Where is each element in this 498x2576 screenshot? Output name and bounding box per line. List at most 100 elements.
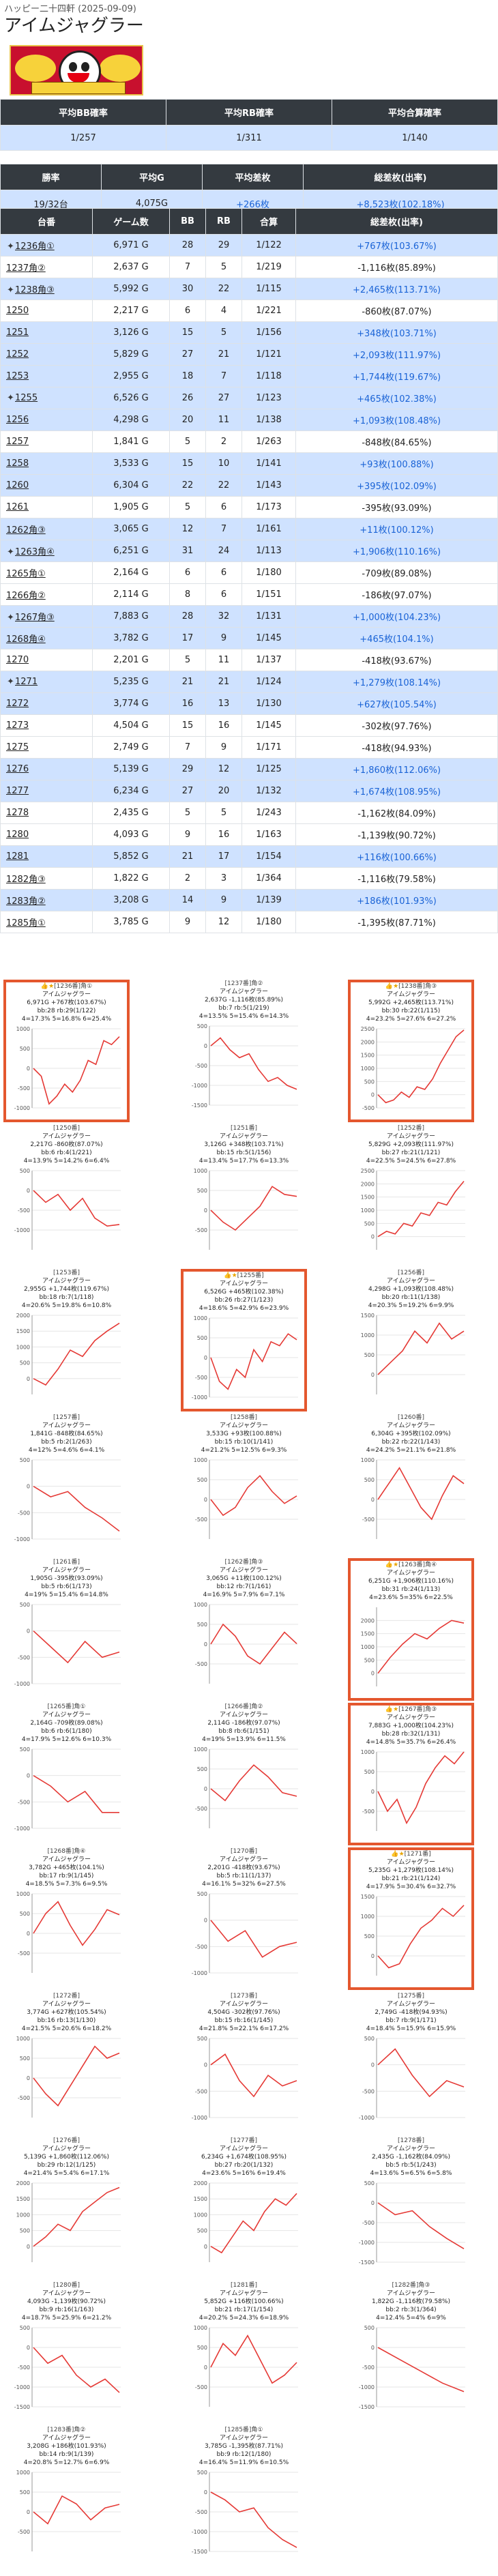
machine-number[interactable]: 1281 (6, 851, 29, 862)
machine-number[interactable]: 1262角③ (6, 525, 46, 536)
machine-number[interactable]: 1253 (6, 371, 29, 381)
machine-graph-card[interactable]: [1273番] アイムジャグラー 4,504G -302枚(97.76%) bb:15… (181, 1992, 307, 2135)
machine-number-link[interactable]: 1278 (0, 802, 93, 824)
y-tick-label: -1000 (14, 2384, 29, 2390)
machine-number[interactable]: 1265角① (6, 569, 46, 579)
machine-graph-card[interactable]: 👍★[1238番]角③ アイムジャグラー 5,992G +2,465枚(113.71… (348, 980, 474, 1122)
machine-graph-card[interactable]: [1278番] アイムジャグラー 2,435G -1,162枚(84.09%) bb:… (348, 2137, 474, 2279)
machine-graph-card[interactable]: [1277番] アイムジャグラー 6,234G +1,674枚(108.95%) bb… (181, 2137, 307, 2279)
y-tick-label: -1000 (358, 2384, 374, 2390)
machine-number-link[interactable]: 1275 (0, 736, 93, 759)
machine-graph-card[interactable]: [1237番]角② アイムジャグラー 2,637G -1,116枚(85.89%) b… (181, 980, 307, 1122)
machine-number[interactable]: 1257 (6, 437, 29, 447)
machine-number-link[interactable]: ✦1238角③ (0, 278, 93, 300)
machine-graph-card[interactable]: [1266番]角② アイムジャグラー 2,114G -186枚(97.07%) bb:… (181, 1703, 307, 1845)
machine-number-link[interactable]: 1283角② (0, 889, 93, 911)
machine-graph-card[interactable]: 👍★[1263番]角④ アイムジャグラー 6,251G +1,906枚(110.16… (348, 1558, 474, 1701)
machine-number-link[interactable]: 1261 (0, 496, 93, 518)
machine-number[interactable]: 1263角④ (15, 547, 55, 557)
machine-number-link[interactable]: 1270 (0, 649, 93, 671)
machine-graph-card[interactable]: [1275番] アイムジャグラー 2,749G -418枚(94.93%) bb:7 … (348, 1992, 474, 2135)
machine-graph-card[interactable]: [1282番]角③ アイムジャグラー 1,822G -1,116枚(79.58%) b… (348, 2281, 474, 2424)
machine-graph-card[interactable]: [1251番] アイムジャグラー 3,126G +348枚(103.71%) bb:1… (181, 1124, 307, 1267)
machine-number-link[interactable]: 1252 (0, 343, 93, 366)
machine-number-link[interactable]: 1280 (0, 823, 93, 846)
diff-series-line (209, 1037, 297, 1090)
machine-number[interactable]: 1266角② (6, 591, 46, 601)
machine-graph-card[interactable]: [1262番]角③ アイムジャグラー 3,065G +11枚(100.12%) bb:… (181, 1558, 307, 1701)
machine-number-link[interactable]: 1281 (0, 845, 93, 868)
machine-number[interactable]: 1278 (6, 808, 29, 818)
machine-number-link[interactable]: ✦1263角④ (0, 540, 93, 562)
machine-graph-card[interactable]: [1258番] アイムジャグラー 3,533G +93枚(100.88%) bb:15… (181, 1414, 307, 1556)
machine-number[interactable]: 1271 (15, 677, 38, 687)
machine-number[interactable]: 1270 (6, 655, 29, 665)
machine-graph-card[interactable]: [1268番]角④ アイムジャグラー 3,782G +465枚(104.1%) bb:… (3, 1847, 130, 1990)
machine-number-link[interactable]: 1253 (0, 365, 93, 387)
machine-graph-card[interactable]: [1260番] アイムジャグラー 6,304G +395枚(102.09%) bb:2… (348, 1414, 474, 1556)
machine-graph-card[interactable]: [1256番] アイムジャグラー 4,298G +1,093枚(108.48%) bb… (348, 1269, 474, 1411)
machine-number[interactable]: 1261 (6, 502, 29, 512)
machine-number[interactable]: 1260 (6, 480, 29, 491)
machine-number[interactable]: 1273 (6, 720, 29, 731)
machine-number-link[interactable]: 1285角① (0, 911, 93, 933)
machine-number[interactable]: 1238角③ (15, 285, 55, 295)
machine-number-link[interactable]: ✦1271 (0, 671, 93, 693)
machine-number-link[interactable]: 1257 (0, 430, 93, 453)
machine-graph-card[interactable]: [1270番] アイムジャグラー 2,201G -418枚(93.67%) bb:5 … (181, 1847, 307, 1990)
machine-number[interactable]: 1237角② (6, 263, 46, 274)
machine-number[interactable]: 1285角① (6, 918, 46, 928)
machine-number-link[interactable]: 1250 (0, 299, 93, 322)
machine-graph-card[interactable]: [1285番]角① アイムジャグラー 3,785G -1,395枚(87.71%) b… (181, 2426, 307, 2568)
machine-graph-card[interactable]: [1281番] アイムジャグラー 5,852G +116枚(100.66%) bb:2… (181, 2281, 307, 2424)
machine-graph-card[interactable]: [1250番] アイムジャグラー 2,217G -860枚(87.07%) bb:6 … (3, 1124, 130, 1267)
machine-number[interactable]: 1250 (6, 306, 29, 316)
machine-number-link[interactable]: 1258 (0, 452, 93, 475)
machine-number-link[interactable]: 1272 (0, 692, 93, 715)
machine-number-link[interactable]: 1282角③ (0, 867, 93, 890)
machine-graph-card[interactable]: [1276番] アイムジャグラー 5,139G +1,860枚(112.06%) bb… (3, 2137, 130, 2279)
machine-number[interactable]: 1282角③ (6, 875, 46, 885)
machine-number-link[interactable]: 1268角④ (0, 627, 93, 649)
machine-graph-card[interactable]: [1280番] アイムジャグラー 4,093G -1,139枚(90.72%) bb:… (3, 2281, 130, 2424)
machine-number-link[interactable]: ✦1255 (0, 387, 93, 409)
machine-graph-card[interactable]: 👍★[1236番]角① アイムジャグラー 6,971G +767枚(103.67%)… (3, 980, 130, 1122)
machine-number-link[interactable]: ✦1236角① (0, 234, 93, 257)
machine-number[interactable]: 1258 (6, 458, 29, 469)
machine-number-link[interactable]: 1237角② (0, 256, 93, 278)
machine-number[interactable]: 1236角① (15, 241, 55, 252)
machine-number-link[interactable]: 1276 (0, 758, 93, 780)
machine-graph-card[interactable]: [1253番] アイムジャグラー 2,955G +1,744枚(119.67%) bb… (3, 1269, 130, 1411)
machine-number-link[interactable]: 1251 (0, 321, 93, 344)
machine-number-link[interactable]: 1277 (0, 780, 93, 802)
machine-graph-card[interactable]: [1272番] アイムジャグラー 3,774G +627枚(105.54%) bb:1… (3, 1992, 130, 2135)
machine-number[interactable]: 1272 (6, 699, 29, 709)
machine-graph-card[interactable]: [1252番] アイムジャグラー 5,829G +2,093枚(111.97%) bb… (348, 1124, 474, 1267)
machine-number-link[interactable]: ✦1267角③ (0, 605, 93, 628)
machine-number[interactable]: 1252 (6, 349, 29, 360)
machine-number-link[interactable]: 1265角① (0, 561, 93, 584)
machine-graph-card[interactable]: 👍★[1267番]角③ アイムジャグラー 7,883G +1,000枚(104.23… (348, 1703, 474, 1845)
sparkle-icon: ✦ (7, 677, 14, 687)
machine-number[interactable]: 1275 (6, 742, 29, 752)
machine-number[interactable]: 1251 (6, 327, 29, 338)
machine-number[interactable]: 1280 (6, 830, 29, 840)
machine-number-link[interactable]: 1273 (0, 714, 93, 737)
machine-number[interactable]: 1267角③ (15, 613, 55, 623)
machine-graph-card[interactable]: [1257番] アイムジャグラー 1,841G -848枚(84.65%) bb:5 … (3, 1414, 130, 1556)
machine-number-link[interactable]: 1256 (0, 409, 93, 431)
machine-graph-card[interactable]: [1261番] アイムジャグラー 1,905G -395枚(93.09%) bb:5 … (3, 1558, 130, 1701)
machine-graph-card[interactable]: 👍★[1255番] アイムジャグラー 6,526G +465枚(102.38%) bb… (181, 1269, 307, 1411)
machine-graph-card[interactable]: [1265番]角① アイムジャグラー 2,164G -709枚(89.08%) bb:… (3, 1703, 130, 1845)
machine-number[interactable]: 1268角④ (6, 634, 46, 645)
machine-graph-card[interactable]: [1283番]角② アイムジャグラー 3,208G +186枚(101.93%) bb… (3, 2426, 130, 2568)
machine-number-link[interactable]: 1260 (0, 474, 93, 497)
machine-number[interactable]: 1276 (6, 764, 29, 774)
machine-graph-card[interactable]: 👍★[1271番] アイムジャグラー 5,235G +1,279枚(108.14%)… (348, 1847, 474, 1990)
machine-number[interactable]: 1283角② (6, 896, 46, 907)
machine-number-link[interactable]: 1262角③ (0, 518, 93, 540)
machine-number[interactable]: 1277 (6, 786, 29, 796)
machine-number[interactable]: 1255 (15, 393, 38, 403)
machine-number-link[interactable]: 1266角② (0, 583, 93, 606)
machine-number[interactable]: 1256 (6, 415, 29, 425)
